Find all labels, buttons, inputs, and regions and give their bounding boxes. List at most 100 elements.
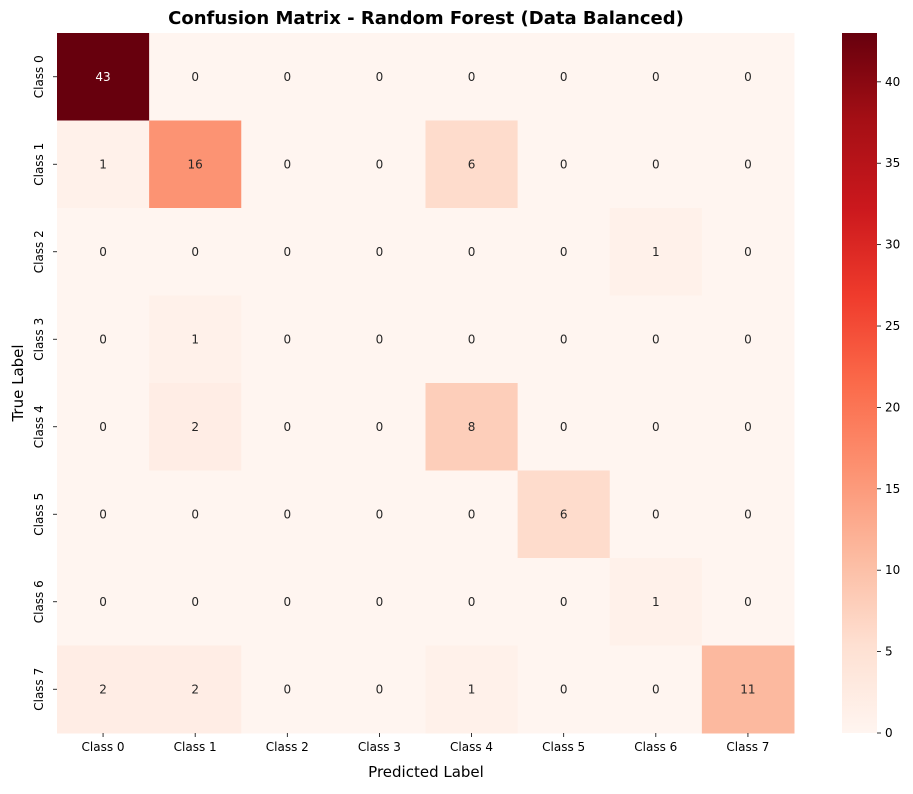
heatmap-cell (517, 208, 611, 296)
cell-value-label: 0 (376, 682, 384, 696)
cell-value-label: 1 (99, 157, 107, 171)
colorbar-tick-label: 25 (885, 319, 900, 333)
cell-value-label: 0 (283, 595, 291, 609)
cell-value-label: 0 (376, 245, 384, 259)
cell-value-label: 0 (191, 70, 199, 84)
cell-value-label: 0 (99, 507, 107, 521)
cell-value-label: 0 (283, 245, 291, 259)
colorbar-tick-label: 20 (885, 400, 900, 414)
colorbar-tick-label: 5 (885, 645, 893, 659)
cell-value-label: 0 (99, 332, 107, 346)
heatmap-cell (241, 120, 334, 209)
heatmap-cell (333, 645, 426, 734)
y-tick-label: Class 6 (32, 580, 46, 623)
cell-value-label: 0 (283, 70, 291, 84)
heatmap-cell (149, 645, 242, 734)
cell-value-label: 0 (744, 420, 752, 434)
y-tick-label: Class 4 (32, 405, 46, 448)
heatmap-cell (701, 295, 795, 384)
cell-value-label: 0 (560, 595, 568, 609)
heatmap-cell (517, 645, 611, 734)
heatmap-cell (517, 383, 611, 471)
cell-value-label: 0 (560, 332, 568, 346)
cell-value-label: 0 (283, 682, 291, 696)
cell-value-label: 0 (560, 420, 568, 434)
heatmap-cell (57, 558, 150, 646)
heatmap-cell (609, 383, 703, 471)
cell-value-label: 0 (376, 595, 384, 609)
heatmap-cell (333, 470, 426, 559)
cell-value-label: 2 (99, 682, 107, 696)
cell-value-label: 6 (468, 157, 476, 171)
cell-value-label: 1 (191, 332, 199, 346)
x-tick-label: Class 3 (358, 740, 401, 754)
y-tick-label: Class 7 (32, 668, 46, 711)
heatmap-cell (149, 558, 242, 646)
heatmap-cell (517, 33, 611, 121)
heatmap-cell (517, 558, 611, 646)
cell-value-label: 1 (652, 245, 660, 259)
cell-value-label: 0 (99, 595, 107, 609)
cell-value-label: 0 (99, 420, 107, 434)
cell-value-label: 0 (376, 420, 384, 434)
cell-value-label: 0 (376, 507, 384, 521)
y-tick-label: Class 3 (32, 318, 46, 361)
y-tick-label: Class 1 (32, 143, 46, 186)
x-tick-label: Class 6 (634, 740, 677, 754)
x-tick-label: Class 0 (82, 740, 125, 754)
x-axis-label: Predicted Label (368, 763, 484, 781)
heatmap-cell (425, 295, 519, 384)
heatmap-cell (425, 383, 519, 471)
x-tick-label: Class 5 (542, 740, 585, 754)
cell-value-label: 0 (468, 507, 476, 521)
x-tick-label: Class 2 (266, 740, 309, 754)
cell-value-label: 0 (560, 157, 568, 171)
x-tick-label: Class 4 (450, 740, 493, 754)
colorbar-tick-label: 35 (885, 156, 900, 170)
cell-value-label: 0 (744, 332, 752, 346)
cell-value-label: 0 (468, 70, 476, 84)
heatmap-cell (517, 470, 611, 559)
cell-value-label: 8 (468, 420, 476, 434)
heatmap-cell (333, 558, 426, 646)
cell-value-label: 6 (560, 507, 568, 521)
colorbar-tick-label: 40 (885, 75, 900, 89)
heatmap-cell (425, 558, 519, 646)
heatmap-cell (241, 645, 334, 734)
cell-value-label: 0 (744, 70, 752, 84)
heatmap-cell (57, 208, 150, 296)
x-tick-label: Class 7 (726, 740, 769, 754)
cell-value-label: 0 (652, 420, 660, 434)
heatmap-cell (701, 120, 795, 209)
heatmap-cell (149, 383, 242, 471)
heatmap-cell (241, 295, 334, 384)
cell-value-label: 0 (191, 507, 199, 521)
heatmap-cell (609, 470, 703, 559)
heatmap-cell (57, 120, 150, 209)
heatmap-cell (333, 120, 426, 209)
colorbar-tick-label: 30 (885, 238, 900, 252)
heatmap-cell (701, 383, 795, 471)
heatmap-cell (609, 208, 703, 296)
heatmap-cell (517, 295, 611, 384)
colorbar-tick-label: 10 (885, 563, 900, 577)
cell-value-label: 43 (95, 70, 110, 84)
heatmap-cell (241, 33, 334, 121)
heatmap-cell (241, 383, 334, 471)
heatmap-cell (333, 208, 426, 296)
cell-value-label: 0 (652, 157, 660, 171)
heatmap-cell (701, 558, 795, 646)
cell-value-label: 0 (283, 332, 291, 346)
heatmap-cells: 43 0 0 0 0 0 0 0 1 1 6 0 0 6 0 0 0 0 0 0 0 0 0 1 0 0 1 0 0 0 0 0 0 0 2 0 0 8 0… (57, 33, 795, 734)
cell-value-label: 0 (652, 70, 660, 84)
heatmap-cell (425, 470, 519, 559)
colorbar-tick-label: 0 (885, 726, 893, 740)
cell-value-label: 0 (652, 682, 660, 696)
cell-value-label: 0 (560, 682, 568, 696)
heatmap-cell (333, 33, 426, 121)
heatmap-cell (609, 295, 703, 384)
cell-value-label: 11 (740, 682, 755, 696)
cell-value-label: 0 (468, 245, 476, 259)
